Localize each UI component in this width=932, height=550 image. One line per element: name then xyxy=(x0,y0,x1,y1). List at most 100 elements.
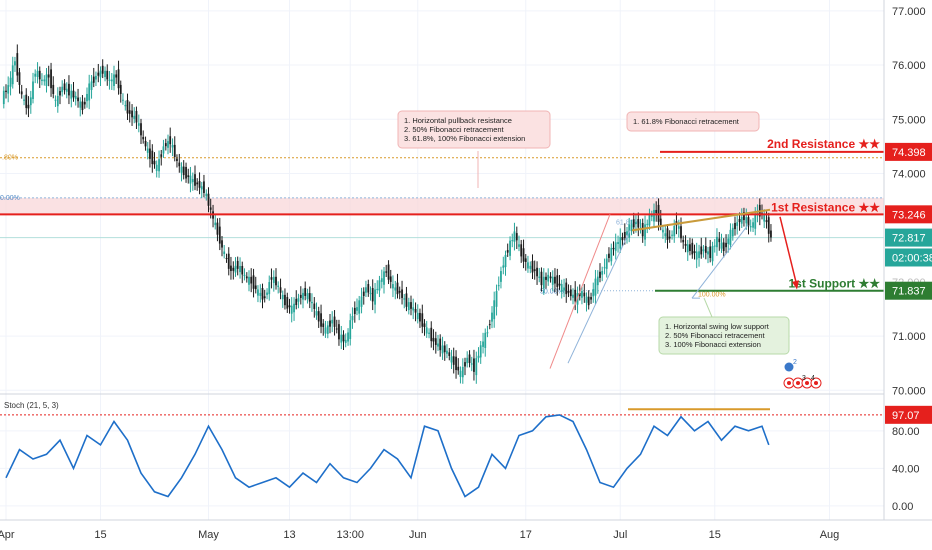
price-tick-label: 75.000 xyxy=(892,114,926,126)
candle-body xyxy=(695,251,698,260)
second-resistance-note-text: 1. 61.8% Fibonacci retracement xyxy=(633,117,740,126)
candle-body xyxy=(605,258,608,269)
event-marker-dot xyxy=(787,381,791,385)
price-tag xyxy=(885,205,932,224)
candle-body xyxy=(747,217,750,226)
candle-body xyxy=(549,276,552,279)
candle-body xyxy=(540,271,543,286)
candle-body xyxy=(385,271,388,273)
candle-body xyxy=(376,288,379,290)
candle-body xyxy=(281,294,284,300)
fib-leg-blue-2 xyxy=(691,224,749,299)
candle-body xyxy=(484,332,487,349)
price-axis[interactable]: 77.00076.00075.00074.00071.00070.00072.0… xyxy=(883,0,932,520)
candle-body xyxy=(113,74,115,87)
candle-body xyxy=(466,357,469,364)
projection-arrow-line xyxy=(779,216,798,287)
candle-body xyxy=(689,244,691,251)
candle-body xyxy=(527,262,529,269)
candle-body xyxy=(239,265,241,273)
candle-body xyxy=(702,249,705,252)
candle-body xyxy=(344,339,347,343)
candle-body xyxy=(214,222,217,226)
candle-body xyxy=(342,334,345,342)
candle-body xyxy=(77,97,79,102)
candle-body xyxy=(178,162,181,167)
candle-body xyxy=(428,332,430,334)
candle-body xyxy=(506,250,509,253)
candle-body xyxy=(662,229,664,233)
candle-body xyxy=(749,226,752,228)
candle-body xyxy=(257,289,259,296)
candle-body xyxy=(290,305,293,314)
resistance-note-box xyxy=(397,110,551,149)
price-tag-value: 72.817 xyxy=(892,233,926,245)
candle-body xyxy=(241,265,244,275)
candle-body xyxy=(313,303,316,309)
candle-body xyxy=(122,99,124,101)
candle-body xyxy=(347,332,349,342)
candle-body xyxy=(682,239,685,243)
candle-body xyxy=(405,293,408,307)
candle-body xyxy=(441,345,444,354)
price-tag-value: 71.837 xyxy=(892,286,926,298)
candle-body xyxy=(155,164,158,171)
candle-body xyxy=(740,217,743,224)
candle-body xyxy=(11,65,14,85)
candle-body xyxy=(198,181,201,188)
time-axis[interactable]: Apr 15 May 13 13:00 Jun 17 Jul 15 Aug xyxy=(0,519,932,541)
candle-body xyxy=(493,300,496,320)
candle-body xyxy=(320,313,322,327)
candle-body xyxy=(632,219,635,228)
second-resistance-note-box xyxy=(626,111,760,132)
candle-body xyxy=(432,337,435,342)
candle-body xyxy=(83,101,86,105)
candle-body xyxy=(117,69,120,89)
candle-body xyxy=(713,245,716,247)
candle-body xyxy=(61,86,64,93)
candle-body xyxy=(698,251,700,259)
candle-body xyxy=(133,115,136,119)
candle-body xyxy=(221,240,223,248)
candle-body xyxy=(333,316,336,327)
ascending-trendline xyxy=(631,208,771,232)
candle-body xyxy=(513,231,516,242)
candle-body xyxy=(407,302,410,311)
candle-body xyxy=(358,300,361,314)
first-support-label: 1st Support ★★ xyxy=(788,277,880,291)
stoch-title: Stoch (21, 5, 3) xyxy=(4,401,59,410)
candle-body xyxy=(655,209,658,214)
resistance-note-text: 3. 61.8%, 100% Fibonacci extension xyxy=(404,134,525,143)
candle-body xyxy=(311,301,313,304)
candle-body xyxy=(522,248,525,262)
candle-body xyxy=(25,94,28,109)
marker-label: 3 xyxy=(802,375,806,382)
candle-body xyxy=(164,143,167,147)
time-tick-label: Jun xyxy=(409,529,427,541)
price-tick-label: 70.000 xyxy=(892,385,926,397)
candle-body xyxy=(151,150,154,165)
candle-body xyxy=(297,298,300,302)
candle-body xyxy=(511,240,514,242)
candle-body xyxy=(518,244,520,247)
candle-body xyxy=(446,350,448,354)
candle-body xyxy=(360,296,363,307)
stoch-series xyxy=(5,414,770,498)
candle-body xyxy=(707,251,709,255)
candle-body xyxy=(248,276,250,285)
candle-body xyxy=(529,265,532,269)
support-note-text: 3. 100% Fibonacci extension xyxy=(665,340,761,349)
candle-body xyxy=(81,101,84,111)
candle-body xyxy=(603,267,606,269)
price-tick-label: 74.000 xyxy=(892,168,926,180)
candle-body xyxy=(664,233,667,237)
candle-body xyxy=(461,366,464,378)
candle-body xyxy=(653,209,655,222)
candle-body xyxy=(704,246,707,253)
candle-body xyxy=(763,213,766,222)
candle-body xyxy=(203,181,205,193)
candle-body xyxy=(304,288,307,296)
candle-body xyxy=(187,175,190,178)
candle-body xyxy=(329,320,331,327)
